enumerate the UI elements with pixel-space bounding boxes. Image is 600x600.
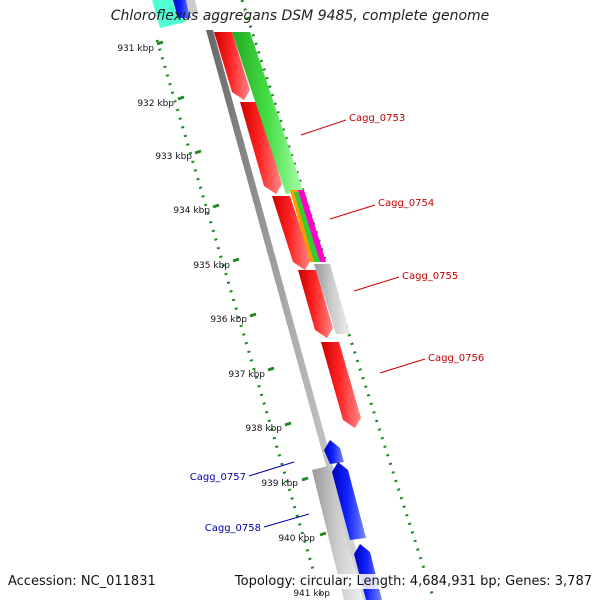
- cds-arrow: [214, 32, 250, 100]
- gray-feature-top: [186, 0, 198, 14]
- map-title: Chloroflexus aggregans DSM 9485, complet…: [110, 8, 490, 24]
- kbp-label: 931 kbp: [117, 44, 154, 54]
- gray-feature: [312, 466, 362, 600]
- gene-labels: Cagg_0753 Cagg_0754 Cagg_0755 Cagg_0756 …: [190, 113, 485, 534]
- cds-arrow-reverse: [332, 462, 366, 540]
- kbp-label: 941 kbp: [293, 589, 330, 599]
- gray-feature: [314, 264, 350, 334]
- kbp-labels: 931 kbp 932 kbp 933 kbp 934 kbp 935 kbp …: [117, 44, 330, 599]
- gene-label-cagg-0756[interactable]: Cagg_0756: [428, 353, 484, 364]
- kbp-label: 937 kbp: [228, 370, 265, 380]
- topology-summary: Topology: circular; Length: 4,684,931 bp…: [234, 574, 592, 589]
- cds-arrow: [321, 342, 361, 428]
- gene-label-cagg-0758[interactable]: Cagg_0758: [205, 523, 261, 534]
- cds-arrow-reverse: [324, 440, 344, 464]
- kbp-label: 936 kbp: [210, 315, 247, 325]
- cog-green-feature: [232, 32, 303, 194]
- kbp-label: 934 kbp: [173, 206, 210, 216]
- gene-label-cagg-0757[interactable]: Cagg_0757: [190, 472, 246, 483]
- gene-label-cagg-0754[interactable]: Cagg_0754: [378, 198, 434, 209]
- cds-arrow: [240, 102, 282, 194]
- blue-feature-top: [173, 0, 191, 18]
- cog-magenta-feature: [298, 190, 326, 262]
- cog-green-feature-small: [294, 192, 320, 262]
- kbp-label: 940 kbp: [278, 534, 315, 544]
- kbp-label: 938 kbp: [245, 424, 282, 434]
- accession-text: Accession: NC_011831: [8, 574, 156, 589]
- gene-leader-lines: [248, 119, 426, 528]
- kbp-label: 933 kbp: [155, 152, 192, 162]
- kbp-label: 939 kbp: [261, 479, 298, 489]
- gene-label-cagg-0753[interactable]: Cagg_0753: [349, 113, 405, 124]
- kbp-label: 932 kbp: [137, 99, 174, 109]
- cds-arrow: [272, 196, 311, 270]
- kbp-ticks: [156, 40, 327, 537]
- cds-arrow: [298, 270, 333, 338]
- inner-tick-ring: [155, 39, 324, 600]
- gene-label-cagg-0755[interactable]: Cagg_0755: [402, 271, 458, 282]
- kbp-label: 935 kbp: [193, 261, 230, 271]
- forward-cds-track: [214, 32, 361, 428]
